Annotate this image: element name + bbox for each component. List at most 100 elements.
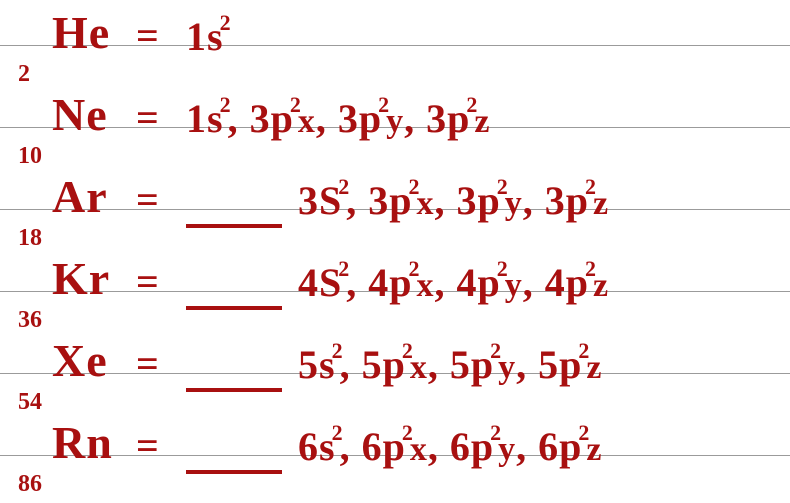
element-symbol: Kr xyxy=(52,252,110,305)
separator: , xyxy=(428,424,450,469)
element-symbol: Rn xyxy=(52,416,113,469)
separator: , xyxy=(516,424,538,469)
principal-n: 4 xyxy=(545,260,566,305)
principal-n: 3 xyxy=(545,178,566,223)
element-symbol: He xyxy=(52,6,110,59)
atomic-number: 86 xyxy=(18,471,42,498)
orbital-list: 1s2, 3p2x, 3p2y, 3p2z xyxy=(186,92,490,142)
blank-line xyxy=(186,388,282,392)
principal-n: 1 xyxy=(186,14,207,59)
axis-label: z xyxy=(586,349,602,386)
principal-n: 3 xyxy=(368,178,389,223)
orbital-term: 5p2x xyxy=(362,342,428,387)
separator: , xyxy=(404,96,426,141)
principal-n: 4 xyxy=(298,260,319,305)
element-row: 36Kr=4S2, 4p2x, 4p2y, 4p2z xyxy=(18,246,780,328)
equals-sign: = xyxy=(136,422,159,469)
equals-sign: = xyxy=(136,340,159,387)
orbital-term: 6p2x xyxy=(362,424,428,469)
element-row: 54Xe=5s2, 5p2x, 5p2y, 5p2z xyxy=(18,328,780,410)
equals-sign: = xyxy=(136,258,159,305)
axis-label: z xyxy=(593,185,609,222)
orbital-term: 3p2z xyxy=(426,96,490,141)
orbital-list: 3S2, 3p2x, 3p2y, 3p2z xyxy=(298,174,609,224)
principal-n: 5 xyxy=(450,342,471,387)
orbital-term: 1s2 xyxy=(186,14,228,59)
orbital-list: 5s2, 5p2x, 5p2y, 5p2z xyxy=(298,338,602,388)
principal-n: 3 xyxy=(250,96,271,141)
separator: , xyxy=(316,96,338,141)
principal-n: 6 xyxy=(538,424,559,469)
element-symbol: Xe xyxy=(52,334,108,387)
orbital-term: 3p2y xyxy=(457,178,523,223)
separator: , xyxy=(346,260,368,305)
equals-sign: = xyxy=(136,176,159,223)
orbital-term: 6s2 xyxy=(298,424,340,469)
axis-label: z xyxy=(593,267,609,304)
separator: , xyxy=(346,178,368,223)
separator: , xyxy=(428,342,450,387)
principal-n: 3 xyxy=(457,178,478,223)
separator: , xyxy=(523,178,545,223)
orbital-term: 4S2 xyxy=(298,260,346,305)
axis-label: y xyxy=(505,267,523,304)
orbital-term: 3p2x xyxy=(250,96,316,141)
orbital-term: 6p2z xyxy=(538,424,602,469)
orbital-term: 4p2z xyxy=(545,260,609,305)
axis-label: x xyxy=(417,185,435,222)
separator: , xyxy=(516,342,538,387)
principal-n: 5 xyxy=(538,342,559,387)
element-row: 2 He = 1s2 xyxy=(18,0,780,82)
orbital-list: 6s2, 6p2x, 6p2y, 6p2z xyxy=(298,420,602,470)
orbital-term: 4p2y xyxy=(457,260,523,305)
orbital-list: 4S2, 4p2x, 4p2y, 4p2z xyxy=(298,256,609,306)
orbital-term: 3p2y xyxy=(338,96,404,141)
orbital-term: 3S2 xyxy=(298,178,346,223)
equals-sign: = xyxy=(136,12,159,59)
element-row: 10Ne=1s2, 3p2x, 3p2y, 3p2z xyxy=(18,82,780,164)
axis-label: z xyxy=(586,431,602,468)
separator: , xyxy=(435,260,457,305)
principal-n: 4 xyxy=(457,260,478,305)
axis-label: z xyxy=(474,103,490,140)
orbital-term: 5p2y xyxy=(450,342,516,387)
principal-n: 4 xyxy=(368,260,389,305)
element-row: 18Ar=3S2, 3p2x, 3p2y, 3p2z xyxy=(18,164,780,246)
separator: , xyxy=(435,178,457,223)
element-symbol: Ar xyxy=(52,170,108,223)
orbital-list: 1s2 xyxy=(186,10,228,60)
axis-label: y xyxy=(386,103,404,140)
element-row: 86Rn=6s2, 6p2x, 6p2y, 6p2z xyxy=(18,410,780,492)
axis-label: y xyxy=(498,349,516,386)
axis-label: x xyxy=(298,103,316,140)
principal-n: 3 xyxy=(298,178,319,223)
axis-label: x xyxy=(410,349,428,386)
principal-n: 6 xyxy=(362,424,383,469)
element-symbol: Ne xyxy=(52,88,108,141)
blank-line xyxy=(186,224,282,228)
blank-line xyxy=(186,306,282,310)
equals-sign: = xyxy=(136,94,159,141)
axis-label: y xyxy=(498,431,516,468)
axis-label: x xyxy=(410,431,428,468)
principal-n: 3 xyxy=(426,96,447,141)
orbital-term: 3p2z xyxy=(545,178,609,223)
orbital-term: 5s2 xyxy=(298,342,340,387)
principal-n: 6 xyxy=(450,424,471,469)
separator: , xyxy=(228,96,250,141)
orbital-term: 4p2x xyxy=(368,260,434,305)
axis-label: x xyxy=(417,267,435,304)
principal-n: 5 xyxy=(298,342,319,387)
separator: , xyxy=(523,260,545,305)
blank-line xyxy=(186,470,282,474)
electron-count: 2 xyxy=(220,10,232,35)
orbital-term: 6p2y xyxy=(450,424,516,469)
principal-n: 3 xyxy=(338,96,359,141)
separator: , xyxy=(340,342,362,387)
separator: , xyxy=(340,424,362,469)
orbital-term: 5p2z xyxy=(538,342,602,387)
principal-n: 5 xyxy=(362,342,383,387)
principal-n: 6 xyxy=(298,424,319,469)
orbital-term: 3p2x xyxy=(368,178,434,223)
axis-label: y xyxy=(505,185,523,222)
